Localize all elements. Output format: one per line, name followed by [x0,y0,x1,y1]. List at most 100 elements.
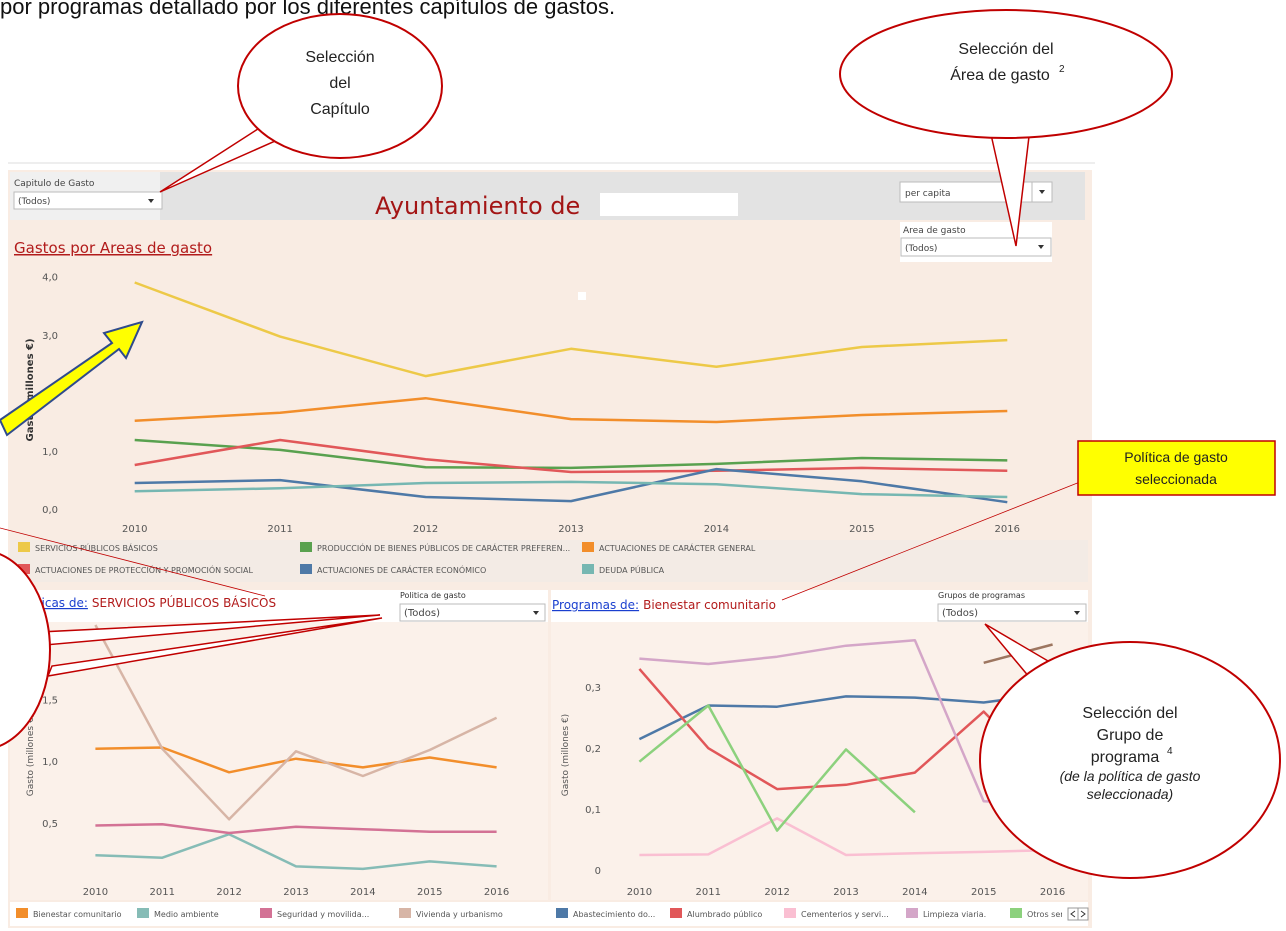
legend-item: SERVICIOS PÚBLICOS BÁSICOS [18,542,158,553]
dashboard-title: Ayuntamiento de [375,192,580,220]
legend-label: ACTUACIONES DE CARÁCTER ECONÓMICO [317,564,486,575]
legend-swatch [300,564,312,574]
legend-swatch [784,908,796,918]
dropdown[interactable] [900,237,1052,257]
callout-text: seleccionada [1135,471,1217,487]
legend-label: ACTUACIONES DE PROTECCIÓN Y PROMOCIÓN SO… [35,564,254,575]
series-line [94,624,498,821]
series-line [134,467,1008,504]
x-tick-label: 2016 [995,524,1020,535]
x-tick-label: 2016 [484,887,509,898]
dropdown-arrow [1038,245,1044,249]
legend-label: ACTUACIONES DE CARÁCTER GENERAL [599,542,756,553]
y-tick-label: 1,5 [42,695,58,706]
legend-label: Abastecimiento do... [573,910,655,919]
legend-swatch [582,564,594,574]
legend-swatch [1010,908,1022,918]
callout-line [0,527,266,597]
x-tick-label: 2010 [83,887,108,898]
legend-swatch [399,908,411,918]
dropdown[interactable] [399,603,546,622]
legend-label: Limpieza viaria. [923,910,986,919]
x-tick-label: 2016 [1040,887,1065,898]
legend-item: Seguridad y movilida... [260,908,369,919]
filter-label: Area de gasto [903,226,966,236]
x-tick-label: 2012 [216,887,241,898]
dropdown-arrow [1039,190,1045,194]
callout-text: (de la política de gasto [1060,768,1201,784]
callout-sup: 2 [1059,64,1065,75]
legend-item: ACTUACIONES DE CARÁCTER ECONÓMICO [300,564,486,575]
scroll-arrows [1070,910,1086,918]
series-line [95,832,497,871]
dropdown-arrow [1074,611,1080,615]
callout-box [1077,440,1276,496]
callouts: Selección del Capítulo Selección del Áre… [0,9,1281,879]
x-tick-label: 2013 [283,887,308,898]
scroll-buttons[interactable] [1067,907,1089,921]
callout-line [781,479,1086,601]
charts: Gastos por Areas de gasto Gasto (millones… [14,239,1087,919]
x-tick-label: 2012 [764,887,789,898]
header-text: por programas detallado por los diferent… [0,0,615,19]
x-tick-label: 2014 [902,887,927,898]
legend-item: DEUDA PÚBLICA [582,564,665,575]
legend-swatch [137,908,149,918]
series-line [638,704,916,832]
callout-text: del [329,75,350,92]
legend-swatch [906,908,918,918]
x-tick-label: 2015 [417,887,442,898]
chart-title-prefix: Programas de: [552,598,639,612]
callout-text: Selección del [958,41,1053,58]
series-line [639,639,1053,806]
y-tick-label: 3,0 [42,331,58,342]
x-tick-label: 2011 [267,524,292,535]
series-line [134,438,1008,470]
x-tick-label: 2014 [704,524,729,535]
series-line [134,396,1008,424]
series-line [638,668,1054,791]
x-tick-label: 2010 [122,524,147,535]
callout-text: Área de gasto [950,65,1050,84]
dropdown-arrow [533,611,539,615]
x-tick-label: 2012 [413,524,438,535]
dropdown-value: (Todos) [942,608,978,619]
marker [578,292,586,300]
legend-swatch [260,908,272,918]
panel [10,590,548,900]
chart-title: Gastos por Areas de gasto [14,239,212,257]
y-tick-label: 0 [595,866,601,877]
legend-item: ACTUACIONES DE PROTECCIÓN Y PROMOCIÓN SO… [18,564,254,575]
series-line [134,438,1008,474]
legend-item: PRODUCCIÓN DE BIENES PÚBLICOS DE CARÁCTE… [300,542,570,553]
y-tick-label: 4,0 [42,273,58,284]
chart-title: Bienestar comunitario [643,598,776,612]
highlight-arrow [0,320,144,437]
legend-panel [10,540,1088,582]
filter-label: Grupos de programas [938,591,1025,600]
y-axis-label: Gasto (millones €) [25,338,36,441]
legend-label: Alumbrado público [687,910,762,919]
legend-item: Otros ser [1010,908,1062,919]
dropdown[interactable] [13,191,163,210]
dropdown[interactable] [937,603,1087,622]
callout-text: Capítulo [310,101,370,118]
y-tick-label: 0,5 [42,819,58,830]
legend-label: Cementerios y servi... [801,910,889,919]
x-tick-label: 2014 [350,887,375,898]
legend-swatch [582,542,594,552]
legend-item: Cementerios y servi... [784,908,889,919]
callout-text: Selección [305,49,374,66]
series-line [639,817,1053,857]
callout-bubble [237,13,443,159]
series-line [95,823,497,835]
x-tick-label: 2015 [849,524,874,535]
chart-title: SERVICIOS PÚBLICOS BÁSICOS [92,595,276,610]
callout-sup: 4 [1167,746,1173,757]
legend-swatch [670,908,682,918]
redaction [600,193,738,216]
legend-label: Vivienda y urbanismo [416,910,503,919]
legend-label: Medio ambiente [154,910,219,919]
